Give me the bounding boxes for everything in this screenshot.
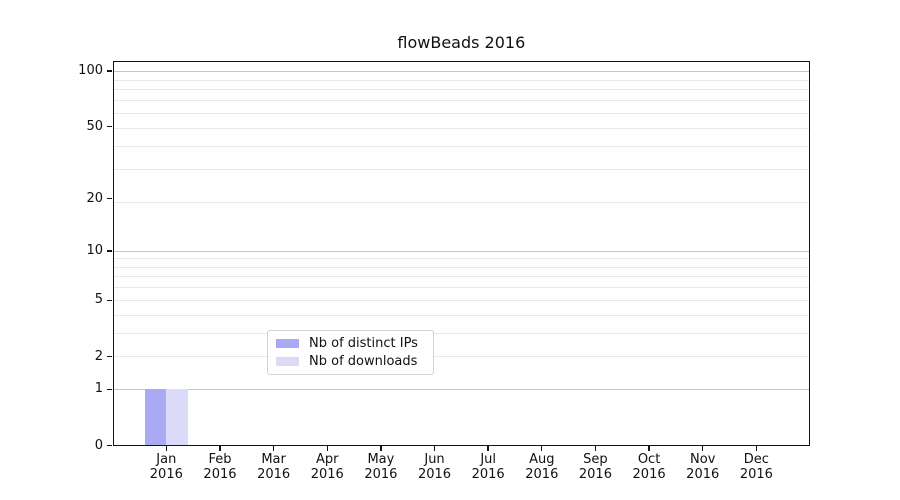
x-tick-year: 2016 [686, 467, 720, 483]
x-tick-mark [380, 445, 382, 451]
chart-title: flowBeads 2016 [397, 33, 526, 52]
y-tick-mark [106, 250, 113, 252]
y-axis-tick-label: 1 [94, 381, 103, 397]
gridline-minor [112, 332, 810, 334]
x-tick-month: May [367, 452, 395, 468]
x-tick-mark [433, 445, 436, 451]
gridline-minor [112, 145, 810, 147]
x-tick-month: Aug [529, 452, 555, 468]
x-tick-mark [165, 445, 168, 451]
gridline-minor [112, 100, 810, 102]
gridline-minor [112, 276, 810, 278]
x-tick-year: 2016 [578, 467, 612, 483]
gridline-major [112, 70, 810, 72]
y-axis-tick-label: 50 [86, 118, 103, 134]
x-tick-month: Nov [690, 452, 716, 468]
gridline-minor [112, 169, 810, 171]
legend-label-distinct-ips: Nb of distinct IPs [309, 335, 418, 351]
x-tick-mark [487, 445, 489, 451]
x-tick-mark [326, 445, 328, 451]
x-tick-month: Jul [480, 452, 496, 468]
gridline-minor [112, 314, 810, 316]
gridline-minor [112, 287, 810, 289]
plot-area [112, 60, 810, 446]
x-tick-mark [272, 445, 275, 451]
x-tick-mark [219, 445, 221, 451]
x-tick-month: Dec [743, 452, 769, 468]
x-tick-year: 2016 [310, 467, 344, 483]
gridline-minor [112, 266, 810, 268]
gridline-major [112, 250, 810, 252]
legend-swatch-downloads [276, 357, 299, 367]
gridline-minor [112, 112, 810, 114]
x-axis-tick-label: Mar 2016 [238, 452, 310, 482]
y-axis-tick-label: 20 [86, 190, 103, 206]
x-tick-year: 2016 [739, 467, 773, 483]
x-tick-month: Apr [316, 452, 339, 468]
x-tick-mark [541, 445, 543, 451]
y-axis-tick-label: 100 [78, 63, 103, 79]
x-tick-year: 2016 [417, 467, 452, 483]
x-tick-year: 2016 [525, 467, 559, 483]
legend-item-distinct-ips: Nb of distinct IPs [276, 335, 425, 352]
gridline-minor [112, 79, 810, 81]
y-axis-tick-label: 5 [94, 292, 103, 308]
gridline-minor [112, 258, 810, 260]
x-tick-year: 2016 [203, 467, 237, 483]
x-tick-mark [648, 445, 650, 451]
x-axis-tick-label: Oct 2016 [613, 452, 685, 482]
x-tick-month: Jan [156, 452, 177, 468]
x-tick-year: 2016 [364, 467, 398, 483]
x-tick-mark [594, 445, 597, 451]
y-tick-mark [106, 125, 113, 128]
x-axis-tick-label: May 2016 [345, 452, 417, 482]
legend-label-downloads: Nb of downloads [309, 354, 418, 370]
x-axis-tick-label: Jun 2016 [399, 452, 471, 482]
bar-distinct-ips [144, 389, 167, 446]
x-axis-tick-label: Apr 2016 [291, 452, 363, 482]
gridline-minor [112, 202, 810, 204]
x-tick-month: Feb [208, 452, 232, 468]
x-axis-tick-label: Jan 2016 [130, 452, 202, 482]
bar-downloads [166, 389, 188, 446]
gridline-minor [112, 89, 810, 91]
y-tick-mark [106, 197, 113, 200]
x-tick-year: 2016 [257, 467, 291, 483]
y-tick-mark [106, 355, 113, 358]
x-axis-tick-label: Jul 2016 [452, 452, 524, 482]
legend: Nb of distinct IPs Nb of downloads [267, 330, 434, 375]
y-axis-tick-label: 2 [94, 348, 103, 364]
x-tick-month: Sep [583, 452, 608, 468]
gridline-minor [112, 127, 810, 129]
x-tick-month: Mar [261, 452, 286, 468]
x-axis-tick-label: Aug 2016 [506, 452, 578, 482]
x-tick-month: Jun [424, 452, 445, 468]
y-tick-mark [106, 299, 113, 301]
y-tick-mark [106, 70, 113, 72]
x-axis-tick-label: Sep 2016 [559, 452, 631, 482]
x-tick-mark [702, 445, 704, 451]
y-tick-mark [106, 445, 113, 447]
x-axis-tick-label: Nov 2016 [667, 452, 739, 482]
x-axis-tick-label: Dec 2016 [720, 452, 792, 482]
gridline-major [112, 388, 810, 390]
gridline-minor [112, 299, 810, 301]
y-axis-tick-label: 10 [86, 243, 103, 259]
x-tick-month: Oct [637, 452, 661, 468]
legend-item-downloads: Nb of downloads [276, 354, 425, 371]
x-tick-year: 2016 [149, 467, 183, 483]
x-tick-year: 2016 [632, 467, 666, 483]
y-axis-tick-label: 0 [94, 437, 103, 453]
gridline-minor [112, 356, 810, 357]
x-axis-tick-label: Feb 2016 [184, 452, 256, 482]
x-tick-year: 2016 [471, 467, 505, 483]
y-tick-mark [106, 388, 113, 391]
legend-swatch-distinct-ips [276, 338, 299, 348]
gridline-minor [112, 71, 810, 73]
x-tick-mark [755, 445, 758, 451]
